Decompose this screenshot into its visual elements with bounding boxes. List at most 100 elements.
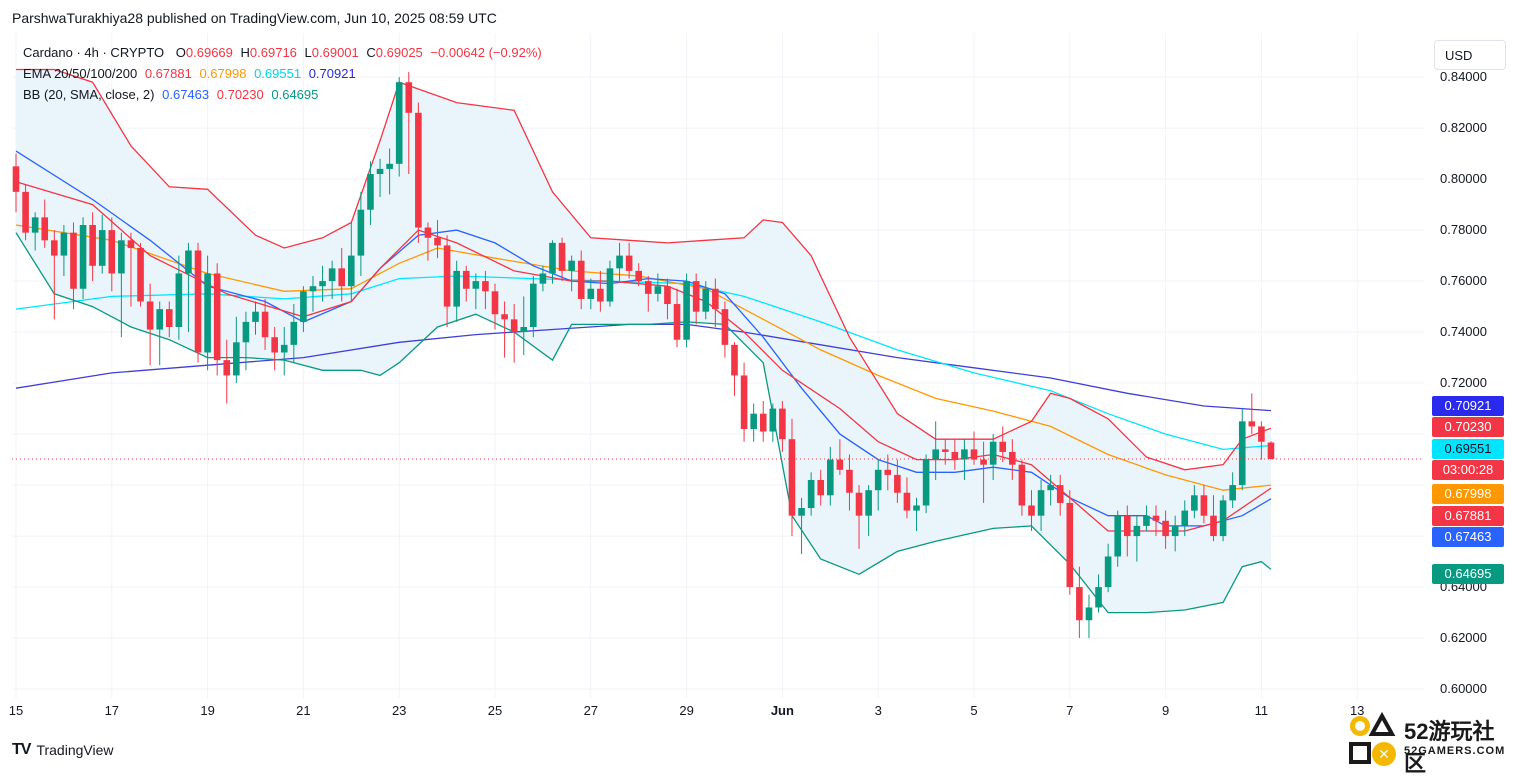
candle[interactable] (60, 232, 68, 256)
candle[interactable] (309, 286, 317, 292)
candle[interactable] (156, 309, 163, 330)
candle[interactable] (405, 82, 413, 113)
candle[interactable] (1181, 510, 1189, 526)
candle[interactable] (261, 311, 269, 338)
candle[interactable] (137, 247, 144, 302)
candle[interactable] (510, 319, 518, 333)
candle[interactable] (913, 505, 920, 511)
candle[interactable] (338, 268, 346, 287)
candle[interactable] (1085, 607, 1093, 621)
candle[interactable] (587, 288, 595, 299)
candle[interactable] (1162, 520, 1169, 537)
candle[interactable] (961, 449, 968, 460)
candle[interactable] (146, 301, 154, 330)
candle[interactable] (874, 469, 882, 491)
candle[interactable] (999, 441, 1007, 452)
candle[interactable] (1037, 490, 1045, 516)
candle[interactable] (702, 288, 710, 312)
candle[interactable] (175, 273, 183, 327)
candle[interactable] (635, 270, 642, 282)
candle[interactable] (367, 174, 374, 210)
bb-upper-line[interactable] (16, 68, 1272, 471)
candle[interactable] (922, 459, 930, 506)
candle[interactable] (1258, 426, 1265, 442)
candle[interactable] (721, 309, 729, 345)
candle[interactable] (664, 286, 671, 305)
bb-legend[interactable]: BB (20, SMA, close, 2) 0.67463 0.70230 0… (23, 87, 322, 102)
candle[interactable] (89, 225, 96, 266)
candle[interactable] (740, 375, 748, 429)
candle[interactable] (1171, 525, 1179, 537)
candle[interactable] (1066, 502, 1074, 588)
tradingview-logo[interactable]: TV TradingView (12, 741, 114, 759)
candle[interactable] (424, 227, 432, 238)
candle[interactable] (654, 286, 662, 294)
candle[interactable] (22, 191, 29, 233)
candle[interactable] (1191, 495, 1198, 511)
candle[interactable] (903, 492, 911, 511)
candle[interactable] (1143, 515, 1150, 526)
candle[interactable] (434, 237, 441, 246)
candle[interactable] (798, 508, 805, 516)
candle[interactable] (558, 242, 566, 271)
candle[interactable] (223, 360, 231, 376)
candle[interactable] (1267, 442, 1275, 459)
candle[interactable] (769, 408, 777, 432)
candle[interactable] (750, 413, 757, 429)
candle[interactable] (501, 314, 508, 320)
candle[interactable] (12, 166, 20, 192)
candle[interactable] (472, 281, 480, 289)
candle[interactable] (1114, 515, 1121, 557)
candle[interactable] (788, 439, 796, 516)
candle[interactable] (941, 449, 949, 452)
candle[interactable] (1133, 525, 1141, 537)
candle[interactable] (894, 474, 901, 493)
candle[interactable] (1009, 451, 1016, 465)
candle[interactable] (539, 273, 547, 284)
candle[interactable] (1076, 587, 1083, 621)
candle[interactable] (482, 281, 489, 292)
candle[interactable] (1056, 485, 1064, 503)
candle[interactable] (194, 250, 202, 353)
candle[interactable] (731, 344, 738, 376)
candle[interactable] (462, 270, 470, 289)
candle[interactable] (1229, 485, 1236, 501)
candle[interactable] (1210, 515, 1217, 537)
candle[interactable] (395, 82, 403, 164)
candle[interactable] (846, 469, 853, 493)
candle[interactable] (328, 268, 336, 282)
candle[interactable] (1028, 505, 1035, 516)
candle[interactable] (970, 449, 978, 460)
candle[interactable] (319, 281, 326, 287)
candle[interactable] (980, 459, 987, 465)
ema-legend[interactable]: EMA 20/50/100/200 0.67881 0.67998 0.6955… (23, 66, 360, 81)
candle[interactable] (577, 260, 585, 299)
candle[interactable] (712, 288, 719, 310)
candle[interactable] (549, 242, 556, 274)
candle[interactable] (606, 268, 614, 302)
candle[interactable] (1018, 464, 1026, 506)
candle[interactable] (348, 255, 355, 287)
candle[interactable] (386, 163, 393, 169)
candle[interactable] (1248, 421, 1256, 427)
candle[interactable] (271, 337, 278, 353)
currency-selector[interactable]: USD (1434, 40, 1506, 70)
candle[interactable] (817, 479, 825, 496)
candle[interactable] (357, 209, 365, 256)
candle[interactable] (290, 321, 298, 345)
candle[interactable] (31, 217, 39, 233)
candle[interactable] (376, 168, 384, 175)
candle[interactable] (951, 451, 959, 460)
candle[interactable] (70, 232, 77, 289)
candle[interactable] (759, 413, 767, 432)
candle[interactable] (644, 281, 652, 294)
candle[interactable] (233, 342, 240, 376)
candle[interactable] (491, 291, 499, 315)
candle[interactable] (530, 283, 537, 327)
candle[interactable] (989, 441, 997, 465)
candle[interactable] (185, 250, 192, 274)
price-chart[interactable] (12, 33, 1424, 698)
candle[interactable] (692, 281, 700, 312)
candle[interactable] (51, 240, 58, 256)
candle[interactable] (213, 273, 221, 361)
